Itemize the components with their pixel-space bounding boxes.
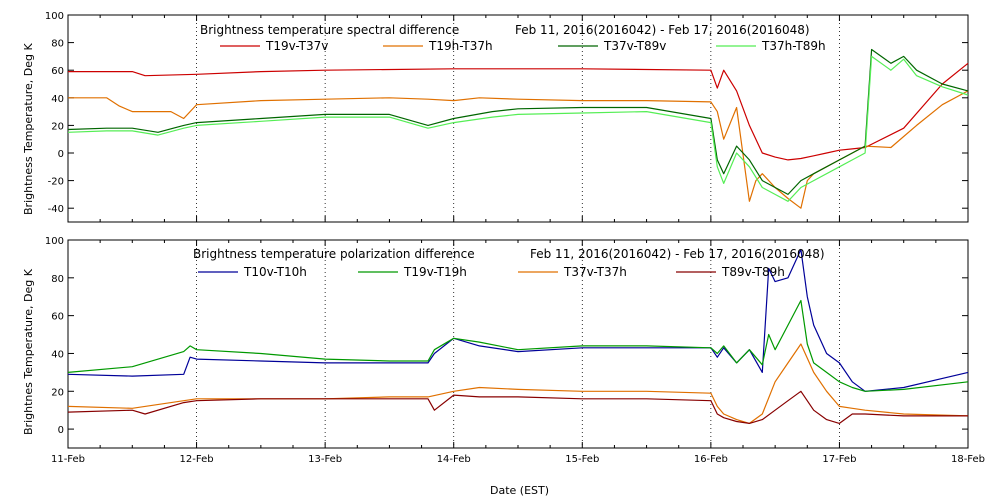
grid-lines [67, 239, 969, 448]
x-axis-label: Date (EST) [490, 484, 549, 497]
series-lines [67, 248, 969, 424]
chart-subtitle: Feb 11, 2016(2016042) - Feb 17, 2016(201… [530, 247, 825, 261]
series-line-t19v-t37v [68, 62, 969, 161]
series-line-t37h-t89h [67, 55, 969, 202]
y-tick-label: 60 [51, 66, 64, 77]
x-tick-label: 18-Feb [951, 454, 985, 465]
x-tick-label: 14-Feb [437, 454, 471, 465]
grid-lines [67, 14, 969, 222]
chart-title: Brightness temperature spectral differen… [200, 23, 459, 37]
x-tick-label: 13-Feb [308, 454, 342, 465]
series-line-t19v-t19h [67, 299, 969, 392]
chart-subtitle: Feb 11, 2016(2016042) - Feb 17, 2016(201… [515, 23, 810, 37]
legend-label: T19v-T19h [403, 265, 467, 279]
y-tick-label: 60 [51, 312, 64, 323]
series-line-t37v-t89v [67, 48, 969, 195]
y-tick-label: 80 [51, 274, 64, 285]
x-tick-label: 11-Feb [51, 454, 85, 465]
series-lines [67, 48, 969, 209]
legend-label: T37v-T37h [563, 265, 627, 279]
series-line-t10v-t10h [67, 248, 969, 392]
plot-frame [67, 14, 969, 223]
y-tick-label: 40 [51, 94, 64, 105]
y-axis-label: Brightness Temperature, Deg K [22, 43, 35, 215]
y-tick-label: 100 [45, 11, 64, 22]
legend: T10v-T10h T19v-T19h T37v-T37h T89v-T89h [198, 265, 785, 279]
y-tick-label: 40 [51, 349, 64, 360]
y-axis-label: Brightnes Temperature, Deg K [22, 268, 35, 435]
spectral-difference-panel: -40 -20 0 20 40 60 80 100 Brightness temperatur… [22, 11, 969, 223]
legend-label: T10v-T10h [243, 265, 307, 279]
y-tick-labels: 0 20 40 60 80 100 [45, 236, 64, 436]
y-tick-labels: -40 -20 0 20 40 60 80 100 [45, 11, 64, 215]
legend-label: T19v-T37v [265, 39, 328, 53]
x-tick-labels: 11-Feb 12-Feb 13-Feb 14-Feb 15-Feb 16-Feb 17-F… [51, 454, 985, 465]
y-tick-label: -20 [48, 177, 64, 188]
x-tick-label: 17-Feb [822, 454, 856, 465]
x-tick-label: 15-Feb [565, 454, 599, 465]
legend: T19v-T37v T19h-T37h T37v-T89v T37h-T89h [220, 39, 826, 53]
x-tick-label: 12-Feb [180, 454, 214, 465]
y-tick-label: 20 [51, 121, 64, 132]
legend-label: T89v-T89h [721, 265, 785, 279]
plot-frame [67, 239, 969, 449]
legend-label: T37h-T89h [761, 39, 826, 53]
chart-title: Brightness temperature polarization diff… [193, 247, 475, 261]
y-tick-label: 0 [58, 425, 64, 436]
y-tick-label: 0 [58, 149, 64, 160]
series-line-t37v-t37h [67, 343, 969, 424]
y-tick-label: 80 [51, 39, 64, 50]
legend-label: T19h-T37h [428, 39, 493, 53]
series-line-t89v-t89h [67, 390, 968, 424]
x-tick-label: 16-Feb [694, 454, 728, 465]
y-tick-label: 100 [45, 236, 64, 247]
polarization-difference-panel: 0 20 40 60 80 100 11-Feb 12-Feb 13-Feb 14-Feb 15-… [22, 236, 985, 497]
y-tick-label: -40 [48, 204, 64, 215]
legend-label: T37v-T89v [603, 39, 666, 53]
y-tick-label: 20 [51, 387, 64, 398]
